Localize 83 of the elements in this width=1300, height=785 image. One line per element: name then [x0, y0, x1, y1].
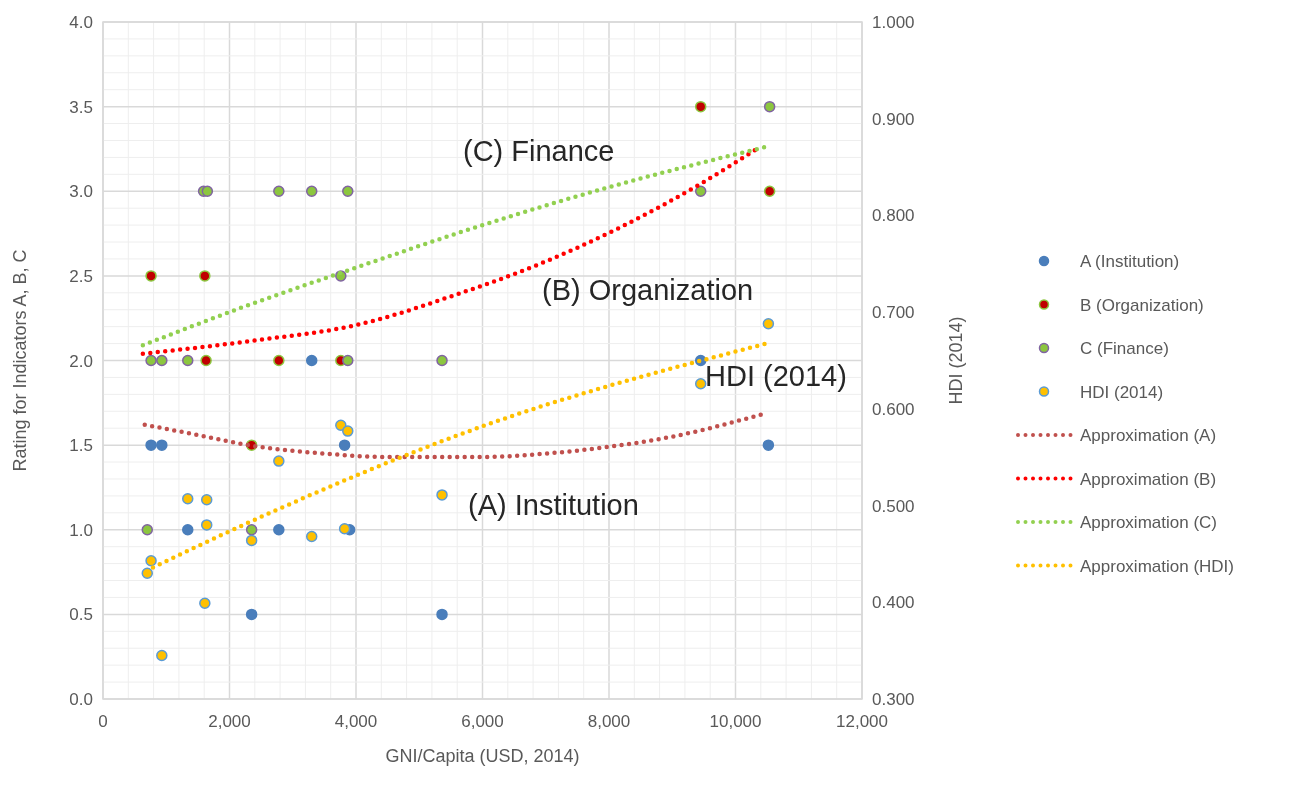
- point: [141, 524, 154, 536]
- point: [182, 524, 194, 536]
- point: [763, 185, 776, 197]
- legend-label: Approximation (HDI): [1080, 556, 1234, 576]
- y-tick-label: 2.5: [69, 266, 93, 286]
- point: [338, 523, 351, 535]
- y2-tick-label: 1.000: [872, 13, 915, 32]
- y-tick-label: 1.0: [69, 520, 93, 540]
- y2-axis-title: HDI (2014): [946, 316, 966, 405]
- point: [141, 567, 154, 580]
- point: [273, 455, 285, 467]
- point: [762, 439, 775, 451]
- y-tick-label: 4.0: [69, 13, 93, 32]
- y2-tick-label: 0.700: [872, 303, 915, 323]
- point: [436, 489, 448, 501]
- x-tick-label: 8,000: [587, 712, 631, 731]
- point: [694, 100, 707, 113]
- point: [145, 439, 157, 451]
- point: [145, 270, 157, 282]
- point: [694, 377, 707, 390]
- point: [342, 185, 354, 197]
- legend-label: Approximation (A): [1080, 426, 1217, 445]
- point: [199, 597, 211, 609]
- point: [182, 354, 194, 367]
- point: [145, 554, 157, 567]
- point: [200, 354, 212, 367]
- legend-label: B (Organization): [1080, 295, 1204, 315]
- y2-tick-label: 0.800: [872, 206, 915, 226]
- point: [145, 354, 157, 367]
- point: [762, 318, 775, 330]
- point: [199, 270, 211, 282]
- y2-tick-label: 0.300: [872, 690, 915, 709]
- point: [436, 608, 448, 621]
- x-axis-title: GNI/Capita (USD, 2014): [385, 746, 580, 766]
- x-tick-label: 12,000: [836, 712, 888, 731]
- y-tick-label: 0.5: [69, 605, 93, 625]
- x-tick-label: 4,000: [334, 712, 378, 731]
- point: [273, 354, 285, 367]
- point: [245, 534, 258, 547]
- y-tick-label: 3.0: [69, 182, 93, 202]
- point: [200, 494, 213, 506]
- legend-label: Approximation (B): [1080, 469, 1217, 489]
- x-tick-label: 0: [98, 712, 108, 731]
- y-axis-title: Rating for Indicators A, B, C: [10, 249, 30, 472]
- point: [156, 649, 168, 662]
- point: [273, 524, 285, 536]
- point: [305, 530, 318, 543]
- point: [342, 425, 354, 437]
- y-tick-label: 2.0: [69, 351, 93, 371]
- point: [200, 519, 213, 531]
- y-tick-label: 1.5: [69, 436, 93, 456]
- point: [763, 100, 776, 113]
- point: [342, 354, 354, 367]
- y-tick-label: 0.0: [69, 690, 93, 709]
- legend-label: HDI (2014): [1080, 382, 1164, 402]
- x-tick-label: 6,000: [461, 712, 504, 731]
- point: [156, 354, 168, 367]
- point: [694, 185, 707, 197]
- annotation: (B) Organization: [542, 274, 754, 306]
- point: [305, 354, 318, 367]
- annotation: (C) Finance: [463, 135, 615, 167]
- point: [245, 608, 258, 621]
- point: [305, 185, 318, 197]
- x-tick-label: 2,000: [208, 712, 251, 731]
- y2-tick-label: 0.500: [872, 496, 915, 516]
- legend-label: Approximation (C): [1080, 513, 1217, 532]
- annotation: (A) Institution: [468, 489, 639, 521]
- y2-tick-label: 0.900: [872, 109, 915, 129]
- point: [182, 493, 194, 505]
- y-tick-label: 3.5: [69, 97, 93, 117]
- line-series: [142, 412, 764, 460]
- y2-tick-label: 0.400: [872, 593, 915, 613]
- y2-tick-label: 0.600: [872, 399, 915, 419]
- point: [156, 439, 168, 451]
- legend-label: C (Finance): [1080, 339, 1169, 358]
- point: [338, 439, 351, 451]
- point: [245, 524, 258, 536]
- legend-label: A (Institution): [1080, 252, 1180, 271]
- annotation: HDI (2014): [705, 360, 847, 392]
- point: [273, 185, 285, 197]
- point: [201, 185, 214, 197]
- point: [436, 354, 448, 367]
- x-tick-label: 10,000: [709, 712, 762, 731]
